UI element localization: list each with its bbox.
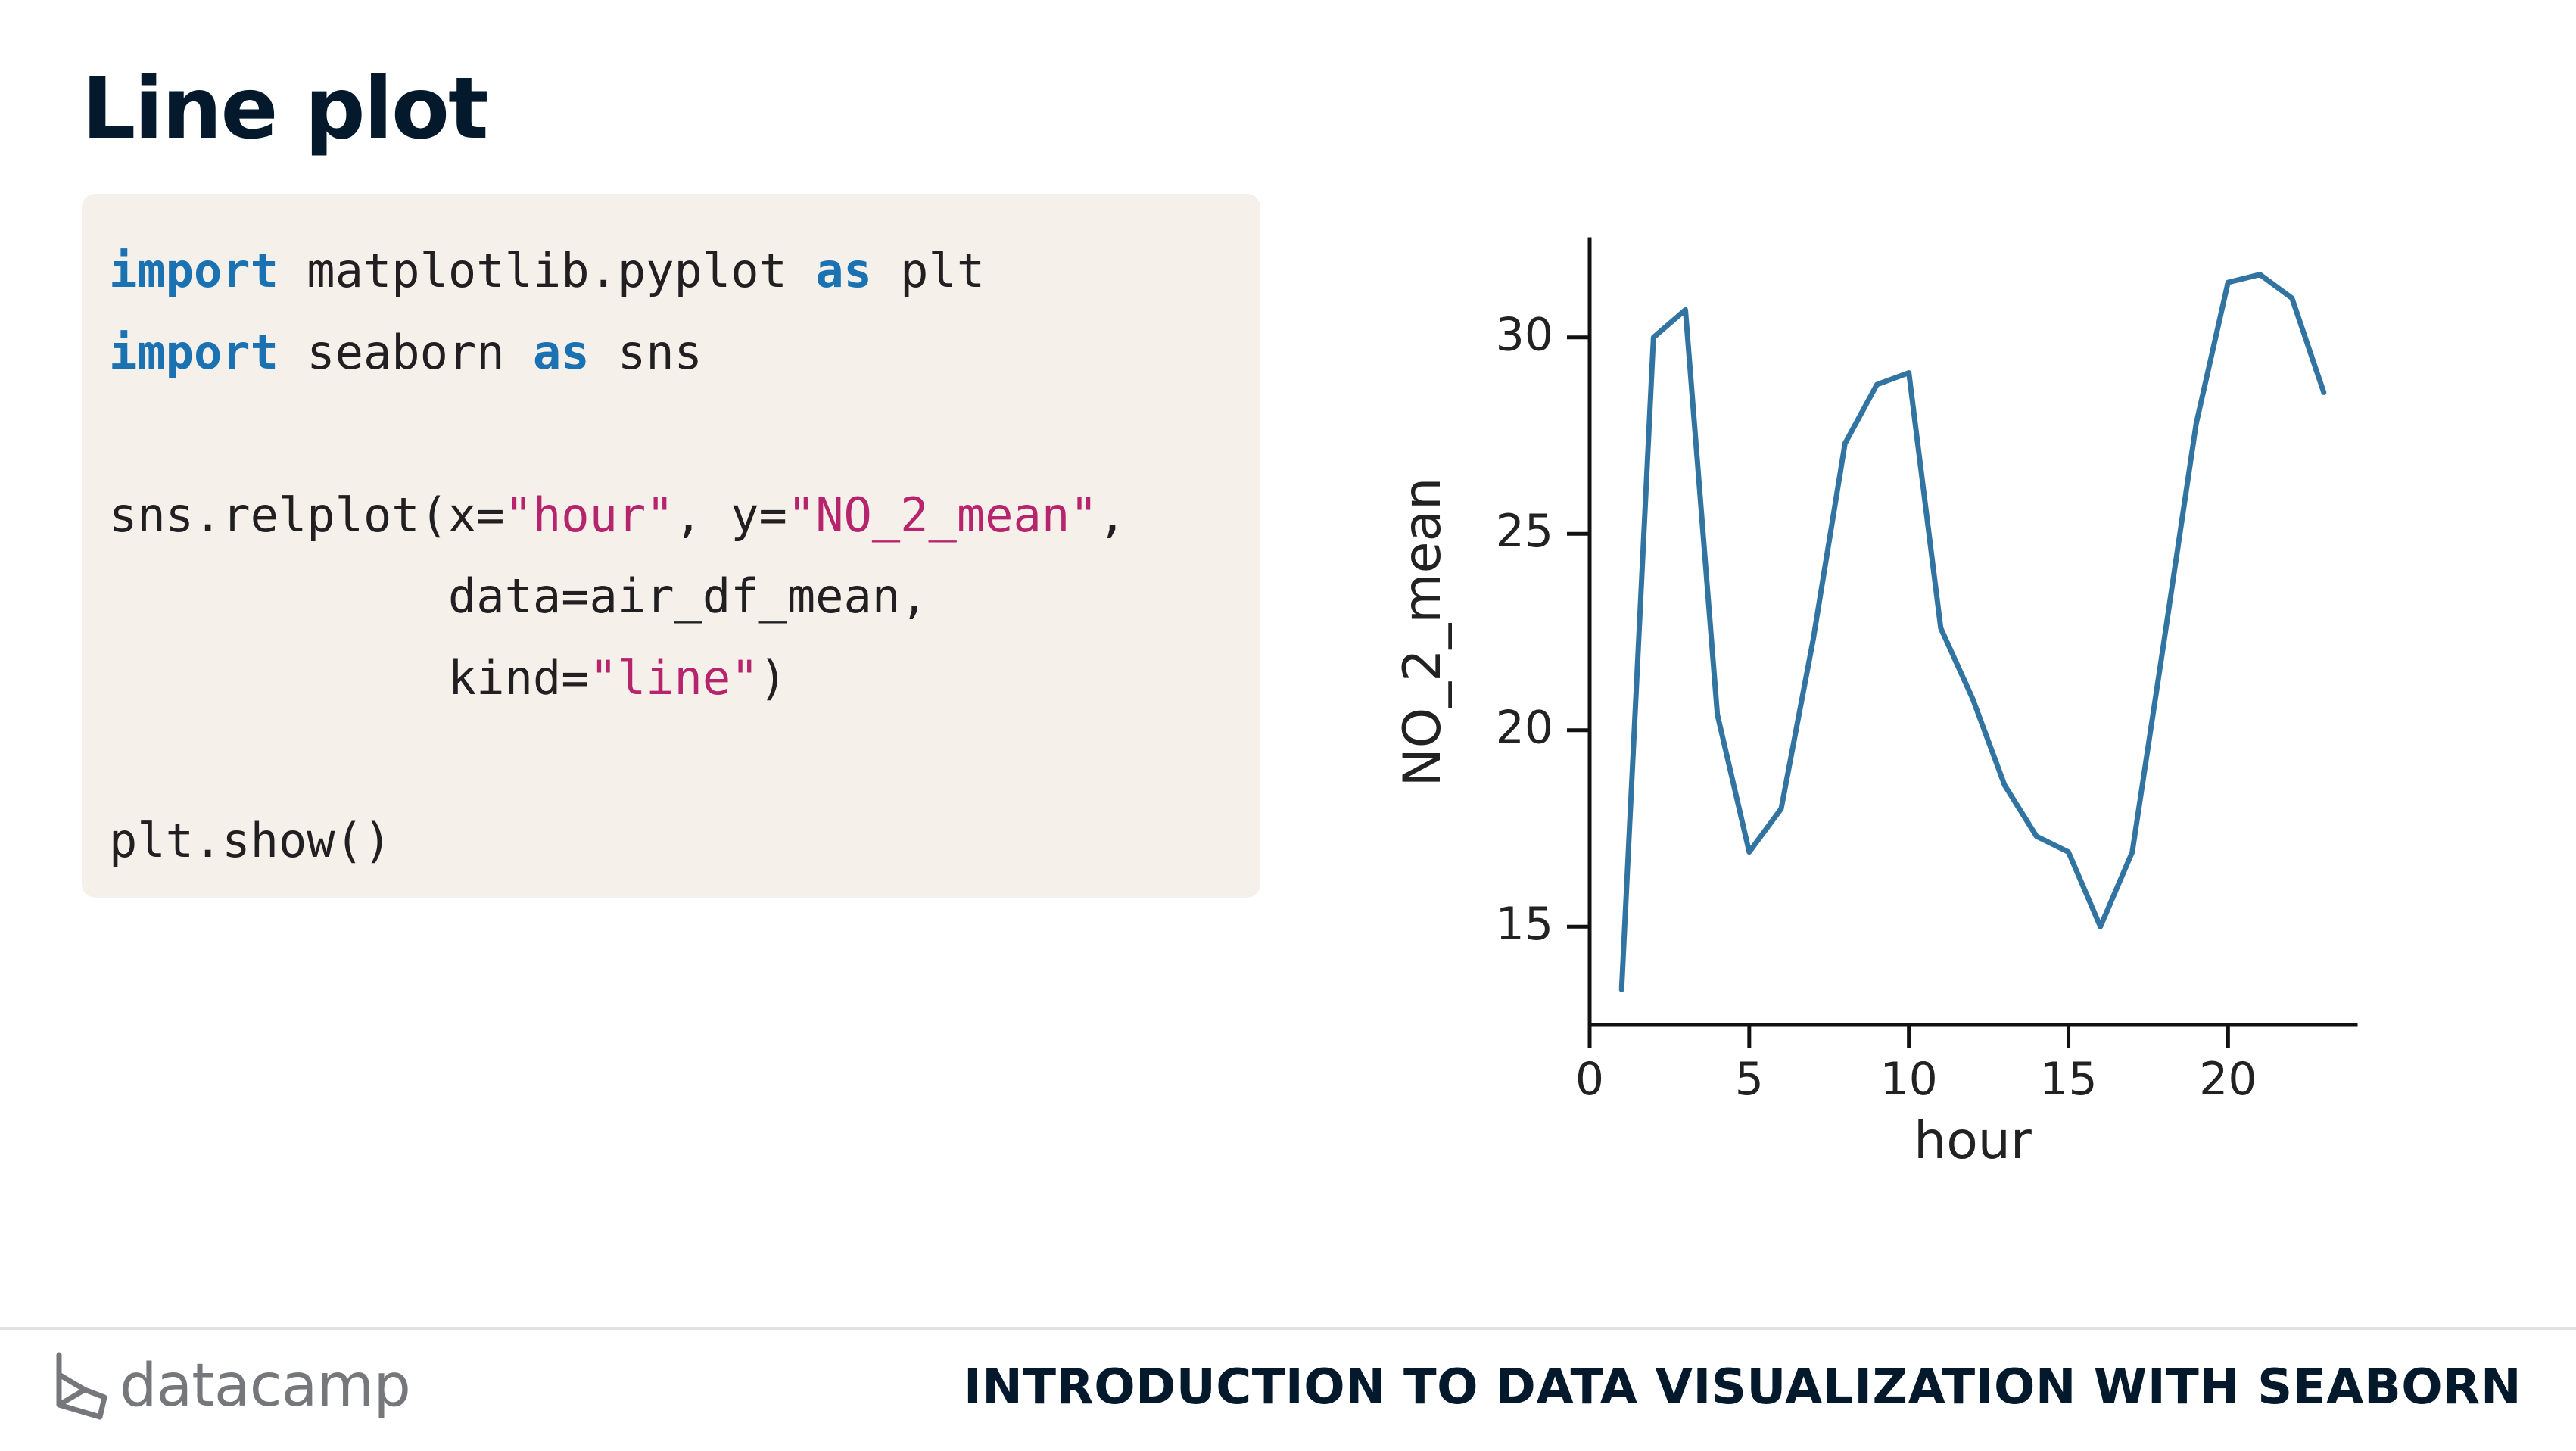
code-string: "line" [589, 649, 759, 705]
code-token: plt [871, 243, 986, 298]
x-tick-label: 0 [1575, 1053, 1604, 1106]
x-axis-label: hour [1914, 1111, 2032, 1171]
logo-text: datacamp [120, 1352, 411, 1420]
code-content: import matplotlib.pyplot as plt import se… [109, 230, 1260, 881]
y-tick-label: 15 [1496, 898, 1553, 951]
y-tick-label: 20 [1496, 701, 1553, 754]
footer-divider [0, 1327, 2576, 1330]
code-token: , y= [674, 487, 787, 543]
code-string: "NO_2_mean" [787, 487, 1098, 543]
code-keyword: as [815, 243, 872, 298]
x-tick-label: 10 [1880, 1053, 1937, 1106]
code-token: ) [758, 649, 787, 705]
x-tick-label: 5 [1735, 1053, 1764, 1106]
chart-svg: 15 20 25 30 0 5 10 15 20 hour NO_2_mean [1393, 237, 2358, 1171]
code-line: sns.relplot(x="hour", y="NO_2_mean", [109, 475, 1260, 556]
code-token: plt.show() [109, 812, 392, 868]
code-line: import seaborn as sns [109, 312, 1260, 394]
code-token: data=air_df_mean, [109, 568, 929, 624]
code-line: data=air_df_mean, [109, 556, 1260, 637]
line-chart: 15 20 25 30 0 5 10 15 20 hour NO_2_mean [1393, 204, 2400, 1196]
series-line-0 [1618, 272, 2327, 992]
code-block: import matplotlib.pyplot as plt import se… [82, 194, 1260, 898]
code-keyword: import [109, 243, 279, 298]
code-line: plt.show() [109, 800, 1260, 882]
course-title: INTRODUCTION TO DATA VISUALIZATION WITH … [963, 1359, 2521, 1415]
code-token: kind= [109, 649, 590, 705]
code-line [109, 718, 1260, 800]
code-token: matplotlib.pyplot [278, 243, 816, 298]
code-line [109, 393, 1260, 475]
slide-title: Line plot [82, 60, 488, 158]
y-axis-label: NO_2_mean [1393, 478, 1453, 787]
code-token: , [1098, 487, 1126, 543]
datacamp-logo-icon [56, 1352, 107, 1420]
code-keyword: import [109, 324, 279, 380]
code-string: "hour" [504, 487, 674, 543]
code-token: sns [589, 324, 702, 380]
y-tick-label: 30 [1496, 308, 1553, 361]
datacamp-logo: datacamp [55, 1352, 411, 1420]
x-tick-label: 20 [2199, 1053, 2257, 1106]
code-line: import matplotlib.pyplot as plt [109, 230, 1260, 312]
code-token: sns.relplot(x= [109, 487, 505, 543]
y-tick-label: 25 [1496, 505, 1553, 558]
x-tick-label: 15 [2039, 1053, 2097, 1106]
code-line: kind="line") [109, 637, 1260, 719]
code-token: seaborn [278, 324, 533, 380]
code-keyword: as [532, 324, 590, 380]
